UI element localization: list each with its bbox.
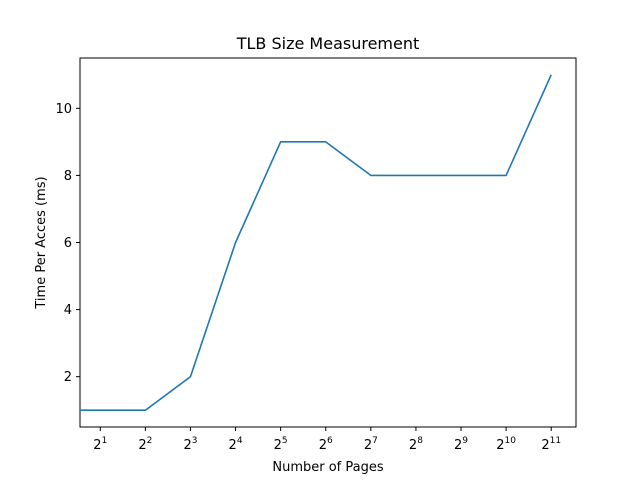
- data-point: [369, 174, 372, 177]
- chart-title: TLB Size Measurement: [236, 34, 420, 53]
- x-tick-label: 26: [319, 436, 333, 453]
- data-point: [79, 409, 82, 412]
- data-point: [505, 174, 508, 177]
- x-tick-label: 27: [364, 436, 378, 453]
- x-tick-exponent: 2: [147, 436, 153, 446]
- x-tick-exponent: 8: [417, 436, 423, 446]
- x-tick-label: 24: [229, 436, 243, 453]
- x-tick-base: 2: [229, 438, 237, 453]
- data-point: [279, 140, 282, 143]
- data-point: [144, 409, 147, 412]
- x-tick-base: 2: [496, 438, 504, 453]
- x-tick-exponent: 5: [282, 436, 288, 446]
- x-tick-base: 2: [454, 438, 462, 453]
- data-point: [460, 174, 463, 177]
- y-axis: 2 4 6 8 10: [55, 102, 80, 385]
- y-tick-label: 4: [64, 303, 72, 318]
- x-tick-base: 2: [319, 438, 327, 453]
- x-tick-base: 2: [138, 438, 146, 453]
- x-tick-base: 2: [409, 438, 417, 453]
- x-tick-exponent: 3: [192, 436, 198, 446]
- x-tick-exponent: 7: [372, 436, 378, 446]
- y-tick-label: 8: [64, 169, 72, 184]
- series-line: [80, 74, 552, 412]
- x-tick-exponent: 10: [505, 436, 517, 446]
- x-tick-base: 2: [541, 438, 549, 453]
- x-tick-base: 2: [364, 438, 372, 453]
- x-tick-label: 210: [496, 436, 516, 453]
- x-tick-exponent: 4: [237, 436, 243, 446]
- data-point: [189, 375, 192, 378]
- y-tick-label: 2: [64, 370, 72, 385]
- y-tick-label: 6: [64, 236, 72, 251]
- x-axis-label: Number of Pages: [272, 460, 383, 475]
- data-point: [414, 174, 417, 177]
- x-axis: 21 22 23 24 25 26 27 28 29 210 211: [93, 427, 561, 453]
- x-tick-label: 211: [541, 436, 561, 453]
- y-tick-label: 10: [55, 102, 72, 117]
- plot-area: [79, 57, 577, 428]
- x-tick-label: 22: [138, 436, 152, 453]
- x-tick-base: 2: [274, 438, 282, 453]
- y-axis-label: Time Per Acces (ms): [34, 176, 49, 309]
- x-tick-label: 29: [454, 436, 468, 453]
- data-point: [550, 73, 553, 76]
- data-point: [234, 241, 237, 244]
- x-tick-base: 2: [183, 438, 191, 453]
- data-point: [324, 140, 327, 143]
- x-tick-exponent: 9: [462, 436, 468, 446]
- x-tick-exponent: 6: [327, 436, 333, 446]
- x-tick-label: 21: [93, 436, 107, 453]
- x-tick-label: 25: [274, 436, 288, 453]
- series-layer: [79, 73, 553, 412]
- x-tick-exponent: 1: [102, 436, 108, 446]
- x-tick-base: 2: [93, 438, 101, 453]
- x-tick-label: 28: [409, 436, 423, 453]
- x-tick-label: 23: [183, 436, 197, 453]
- x-tick-exponent: 11: [550, 436, 561, 446]
- data-point: [99, 409, 102, 412]
